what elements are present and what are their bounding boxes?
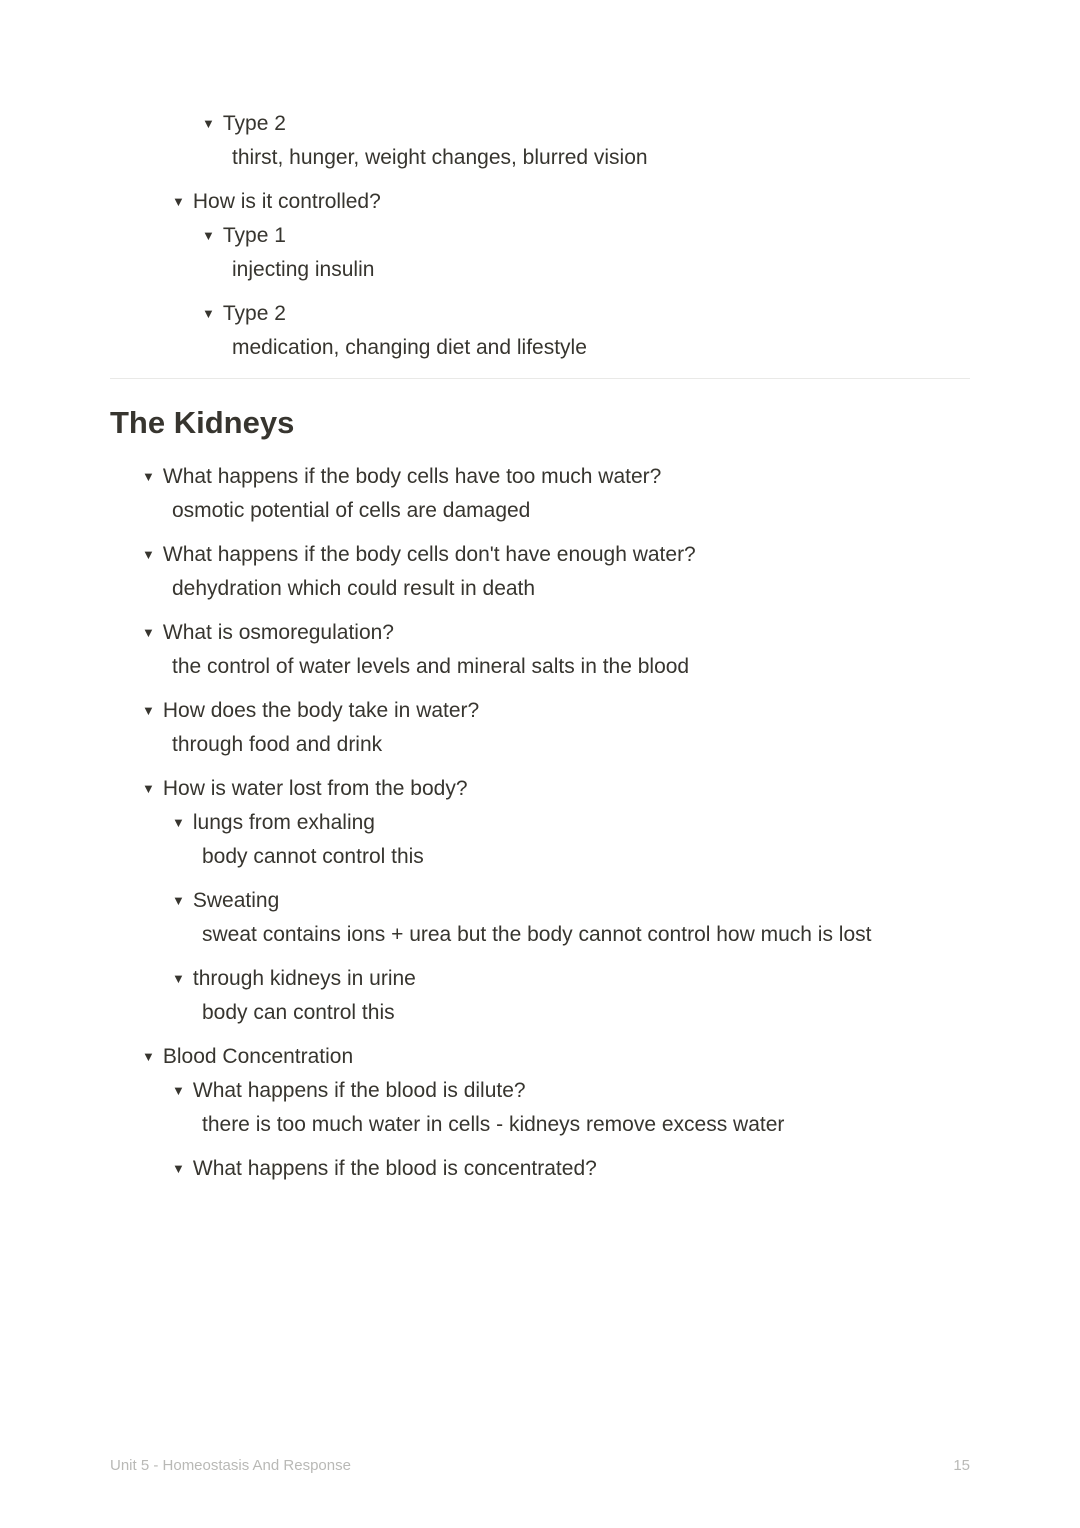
toggle-item[interactable]: ▼ through kidneys in urine <box>172 965 970 993</box>
toggle-label: What is osmoregulation? <box>163 619 394 647</box>
toggle-content: dehydration which could result in death <box>172 575 970 603</box>
toggle-label: How does the body take in water? <box>163 697 479 725</box>
chevron-down-icon: ▼ <box>142 1043 155 1071</box>
chevron-down-icon: ▼ <box>202 300 215 328</box>
toggle-item[interactable]: ▼ Sweating <box>172 887 970 915</box>
footer-page-number: 15 <box>953 1457 970 1474</box>
chevron-down-icon: ▼ <box>142 463 155 491</box>
toggle-item[interactable]: ▼ What happens if the blood is dilute? <box>172 1077 970 1105</box>
chevron-down-icon: ▼ <box>142 697 155 725</box>
toggle-item[interactable]: ▼ Type 2 <box>202 300 970 328</box>
toggle-content: body cannot control this <box>202 843 970 871</box>
toggle-content: body can control this <box>202 999 970 1027</box>
toggle-label: What happens if the blood is dilute? <box>193 1077 526 1105</box>
page-footer: Unit 5 - Homeostasis And Response 15 <box>110 1457 970 1474</box>
chevron-down-icon: ▼ <box>172 1077 185 1105</box>
toggle-content: the control of water levels and mineral … <box>172 653 970 681</box>
chevron-down-icon: ▼ <box>202 222 215 250</box>
toggle-label: through kidneys in urine <box>193 965 416 993</box>
toggle-label: How is it controlled? <box>193 188 381 216</box>
toggle-label: Blood Concentration <box>163 1043 353 1071</box>
toggle-label: What happens if the body cells have too … <box>163 463 661 491</box>
toggle-label: Type 2 <box>223 300 286 328</box>
footer-title: Unit 5 - Homeostasis And Response <box>110 1457 351 1474</box>
toggle-label: What happens if the body cells don't hav… <box>163 541 696 569</box>
toggle-item[interactable]: ▼ What happens if the blood is concentra… <box>172 1155 970 1183</box>
toggle-item[interactable]: ▼ What happens if the body cells don't h… <box>142 541 970 569</box>
chevron-down-icon: ▼ <box>172 1155 185 1183</box>
toggle-label: lungs from exhaling <box>193 809 375 837</box>
toggle-item[interactable]: ▼ How is it controlled? <box>172 188 970 216</box>
divider <box>110 378 970 379</box>
toggle-label: Sweating <box>193 887 279 915</box>
chevron-down-icon: ▼ <box>142 619 155 647</box>
toggle-content: there is too much water in cells - kidne… <box>202 1111 970 1139</box>
toggle-content: injecting insulin <box>232 256 970 284</box>
chevron-down-icon: ▼ <box>172 188 185 216</box>
toggle-item[interactable]: ▼ How does the body take in water? <box>142 697 970 725</box>
toggle-item[interactable]: ▼ How is water lost from the body? <box>142 775 970 803</box>
toggle-item[interactable]: ▼ lungs from exhaling <box>172 809 970 837</box>
chevron-down-icon: ▼ <box>172 887 185 915</box>
toggle-label: Type 2 <box>223 110 286 138</box>
toggle-item[interactable]: ▼ Type 1 <box>202 222 970 250</box>
toggle-content: thirst, hunger, weight changes, blurred … <box>232 144 970 172</box>
chevron-down-icon: ▼ <box>172 965 185 993</box>
chevron-down-icon: ▼ <box>172 809 185 837</box>
toggle-content: osmotic potential of cells are damaged <box>172 497 970 525</box>
toggle-item[interactable]: ▼ What happens if the body cells have to… <box>142 463 970 491</box>
chevron-down-icon: ▼ <box>202 110 215 138</box>
toggle-label: How is water lost from the body? <box>163 775 468 803</box>
toggle-content: sweat contains ions + urea but the body … <box>202 921 970 949</box>
toggle-item[interactable]: ▼ Blood Concentration <box>142 1043 970 1071</box>
toggle-item[interactable]: ▼ What is osmoregulation? <box>142 619 970 647</box>
toggle-content: medication, changing diet and lifestyle <box>232 334 970 362</box>
toggle-content: through food and drink <box>172 731 970 759</box>
chevron-down-icon: ▼ <box>142 775 155 803</box>
document-page: ▼ Type 2 thirst, hunger, weight changes,… <box>0 0 1080 1528</box>
section-heading: The Kidneys <box>110 405 970 441</box>
toggle-item[interactable]: ▼ Type 2 <box>202 110 970 138</box>
toggle-label: Type 1 <box>223 222 286 250</box>
chevron-down-icon: ▼ <box>142 541 155 569</box>
toggle-label: What happens if the blood is concentrate… <box>193 1155 597 1183</box>
